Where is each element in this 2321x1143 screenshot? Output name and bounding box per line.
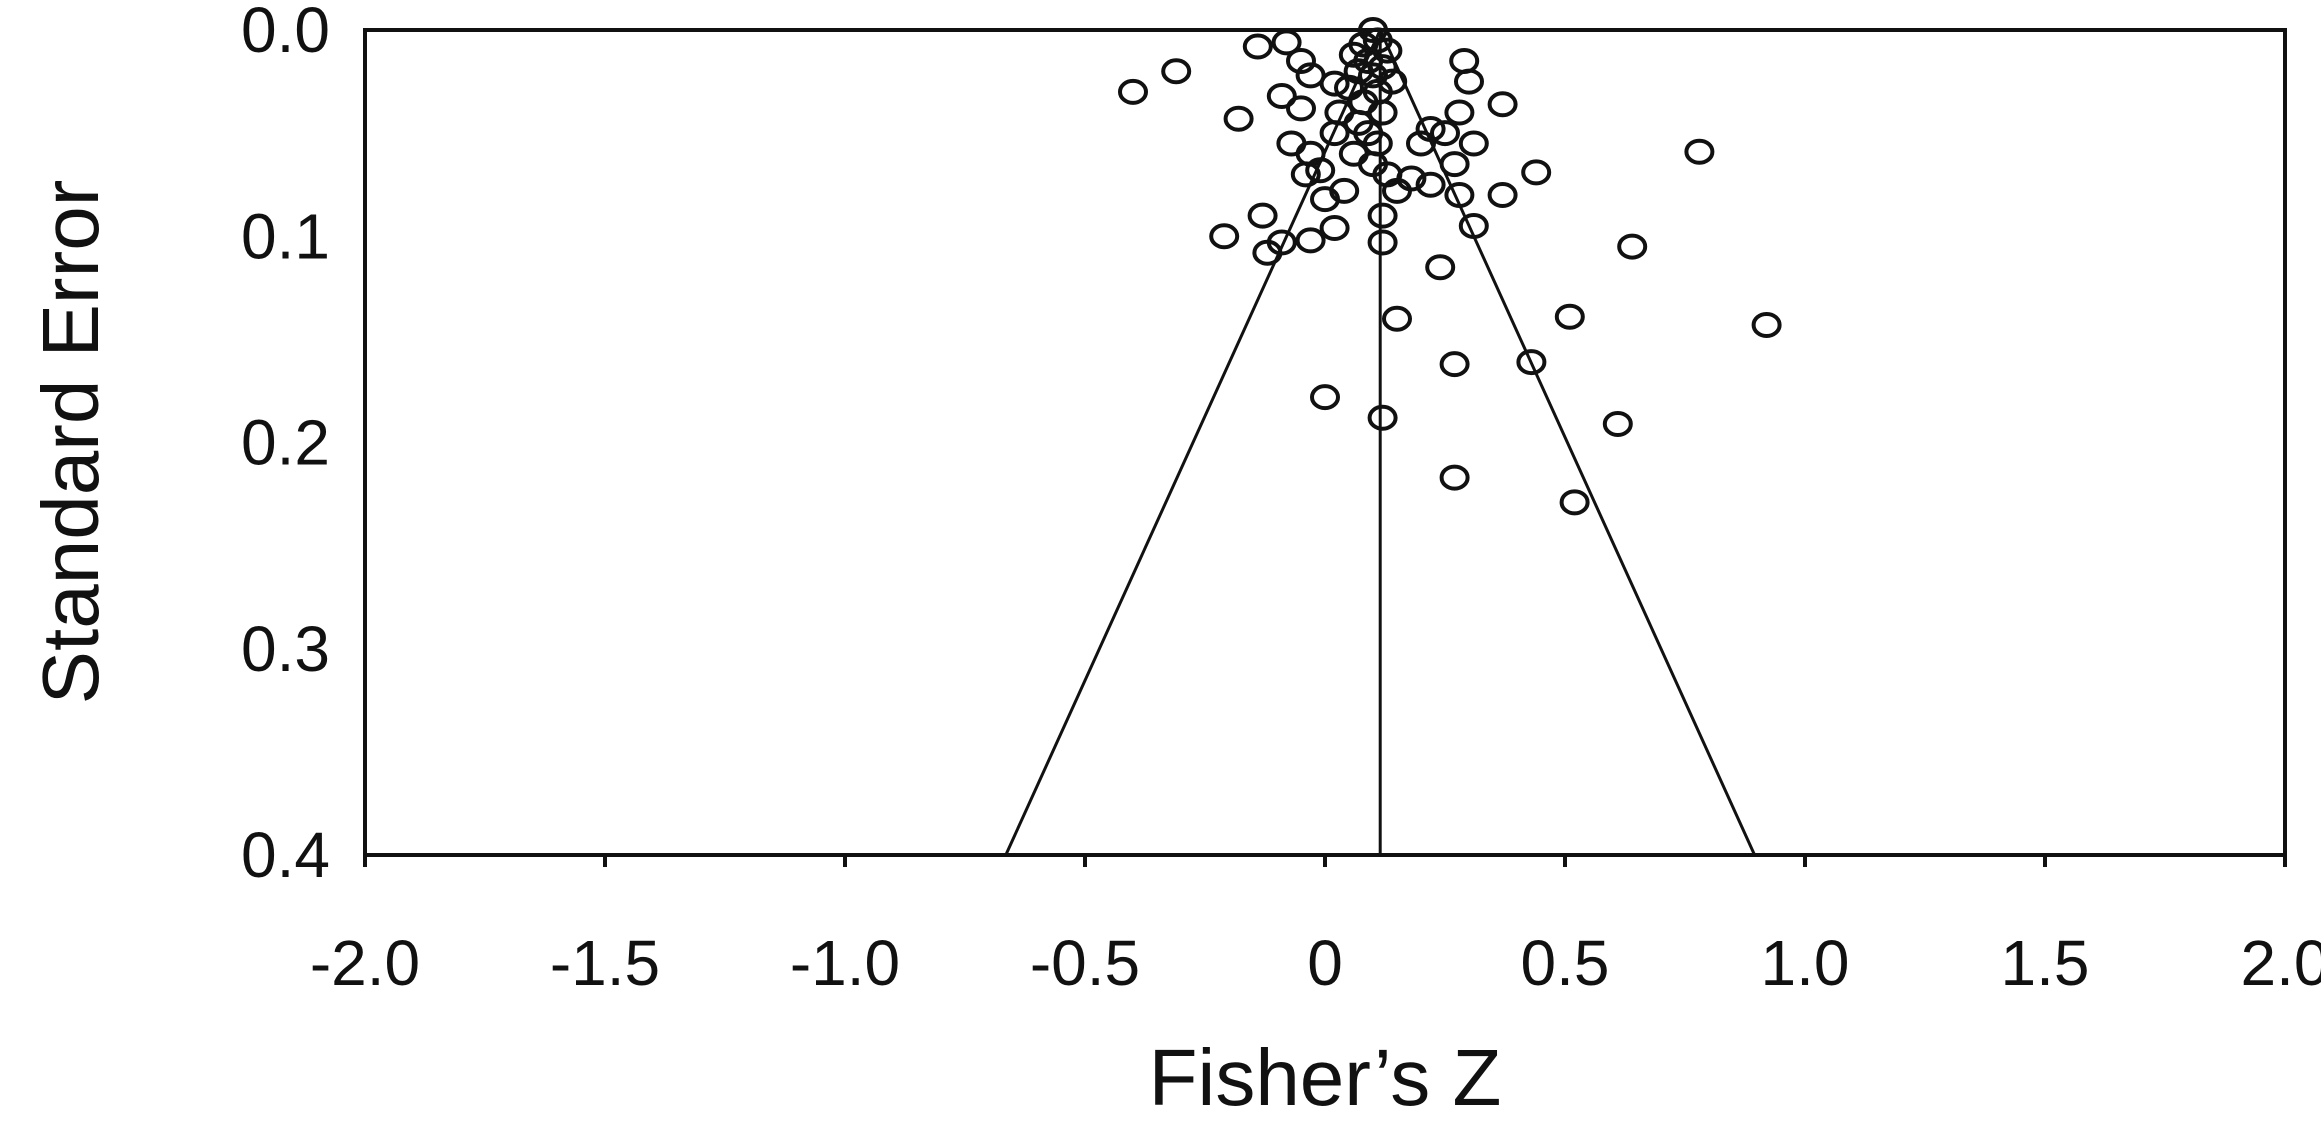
data-point	[1305, 157, 1336, 184]
data-point	[1444, 182, 1475, 208]
data-point	[1458, 130, 1489, 157]
x-tick-label: -0.5	[1030, 927, 1140, 999]
x-tick-label: -1.0	[790, 927, 900, 999]
data-point	[1415, 171, 1446, 198]
data-point	[1439, 151, 1470, 178]
data-point	[1425, 254, 1456, 281]
data-point	[1286, 47, 1316, 74]
data-point	[1382, 305, 1412, 332]
x-tick-label: -1.5	[550, 927, 660, 999]
data-point	[1358, 62, 1388, 89]
data-point	[1247, 202, 1278, 229]
data-point	[1295, 227, 1326, 254]
x-tick-label: 1.0	[1761, 927, 1850, 999]
data-point	[1338, 41, 1369, 68]
y-tick-label: 0.1	[241, 200, 330, 272]
data-point	[1367, 229, 1398, 256]
data-point	[1324, 99, 1355, 126]
x-axis-title: Fisher’s Z	[1149, 1033, 1502, 1122]
data-point	[1319, 70, 1350, 97]
data-point	[1367, 202, 1398, 229]
data-point	[1367, 404, 1398, 431]
data-point	[1266, 83, 1297, 109]
data-point	[1617, 233, 1648, 260]
data-point	[1310, 186, 1340, 213]
data-point	[1602, 410, 1633, 437]
data-point	[1516, 349, 1547, 376]
data-point	[1487, 182, 1518, 208]
x-tick-label: 0.5	[1521, 927, 1610, 999]
data-point	[1223, 105, 1254, 132]
data-point	[1449, 47, 1480, 74]
y-tick-label: 0.2	[241, 407, 330, 479]
data-point	[1559, 489, 1590, 516]
data-point	[1290, 161, 1321, 188]
x-tick-label: -2.0	[310, 927, 420, 999]
data-point	[1439, 351, 1470, 378]
data-point	[1454, 68, 1484, 95]
x-axis-ticks: -2.0 -1.5 -1.0 -0.5 0 0.5 1.0 1.5 2.0	[310, 855, 2321, 999]
x-tick-label: 2.0	[2241, 927, 2321, 999]
data-point	[1406, 130, 1436, 157]
data-point	[1684, 138, 1715, 165]
data-point	[1382, 177, 1412, 204]
data-point	[1161, 58, 1192, 85]
y-tick-label: 0.4	[241, 819, 330, 891]
y-axis-ticks: 0.0 0.1 0.2 0.3 0.4	[241, 0, 330, 891]
data-point	[1487, 91, 1518, 118]
x-tick-label: 1.5	[2001, 927, 2090, 999]
data-point	[1286, 95, 1316, 122]
y-tick-label: 0.0	[241, 0, 330, 66]
data-point	[1118, 78, 1148, 105]
data-point	[1430, 120, 1460, 147]
data-point	[1310, 384, 1340, 411]
funnel-right-limit-line	[1378, 29, 1756, 856]
data-point	[1319, 215, 1350, 241]
data-point	[1554, 303, 1585, 330]
data-point	[1521, 159, 1552, 186]
data-point	[1751, 311, 1782, 338]
data-point	[1367, 99, 1398, 126]
y-tick-label: 0.3	[241, 613, 330, 685]
data-point	[1242, 33, 1273, 60]
data-point	[1338, 140, 1369, 167]
x-tick-label: 0	[1307, 927, 1343, 999]
data-point	[1458, 212, 1489, 239]
data-point	[1209, 223, 1240, 250]
data-points	[1118, 17, 1782, 516]
data-point	[1415, 116, 1446, 142]
y-axis-title: Standard Error	[26, 180, 115, 705]
data-point	[1444, 99, 1475, 126]
data-point	[1276, 130, 1307, 157]
data-point	[1439, 464, 1470, 491]
data-point	[1266, 229, 1297, 256]
